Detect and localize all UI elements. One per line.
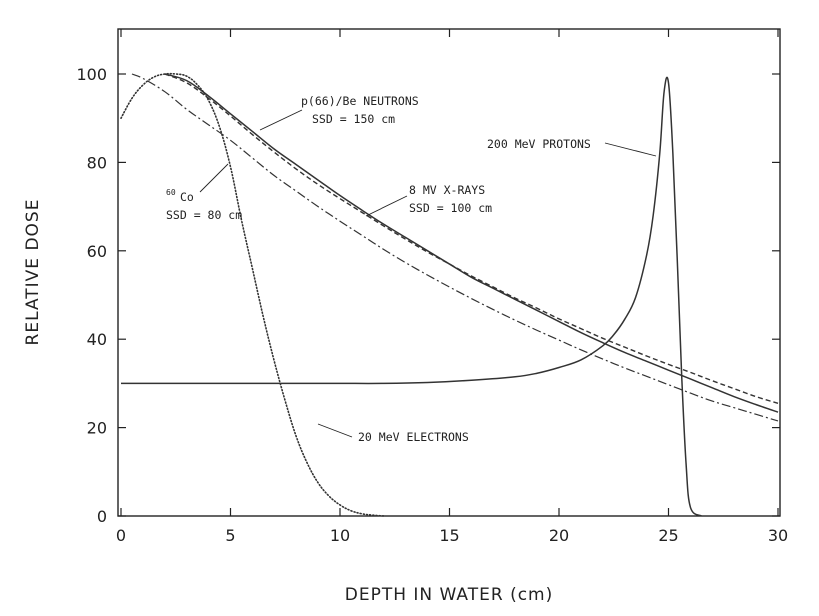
cobalt-leader-line bbox=[199, 163, 229, 193]
protons-label: 200 MeV PROTONS bbox=[487, 137, 591, 151]
axis-ticks bbox=[118, 29, 780, 517]
series-protons bbox=[121, 76, 702, 517]
neutrons-label: p(66)/Be NEUTRONS bbox=[301, 94, 419, 108]
annotation-electrons: 20 MeV ELECTRONS bbox=[317, 423, 469, 444]
protons-leader-line bbox=[604, 142, 657, 157]
neutrons-leader-line bbox=[259, 109, 303, 131]
x-tick-label: 20 bbox=[549, 526, 569, 545]
x-tick-label: 0 bbox=[116, 526, 126, 545]
y-tick-label: 20 bbox=[87, 419, 107, 438]
xray-leader-line bbox=[365, 195, 408, 217]
cobalt-ssd-label: SSD = 80 cm bbox=[166, 208, 242, 222]
electrons-leader-line bbox=[317, 423, 353, 438]
series-curves bbox=[120, 72, 779, 517]
series-cobalt bbox=[131, 73, 779, 422]
y-tick-label: 80 bbox=[87, 153, 107, 172]
series-neutrons bbox=[164, 73, 779, 413]
y-tick-label: 100 bbox=[76, 65, 107, 84]
cobalt-mass-number: 60 bbox=[166, 188, 176, 197]
x-tick-label: 30 bbox=[768, 526, 788, 545]
neutrons-ssd-label: SSD = 150 cm bbox=[312, 112, 395, 126]
x-axis-title: DEPTH IN WATER (cm) bbox=[345, 585, 554, 605]
annotation-protons: 200 MeV PROTONS bbox=[487, 137, 657, 157]
y-tick-label: 40 bbox=[87, 330, 107, 349]
x-tick-label: 10 bbox=[330, 526, 350, 545]
xray-ssd-label: SSD = 100 cm bbox=[409, 201, 492, 215]
annotation-xrays: 8 MV X-RAYS SSD = 100 cm bbox=[365, 183, 492, 217]
y-tick-label: 60 bbox=[87, 242, 107, 261]
x-tick-label: 15 bbox=[439, 526, 459, 545]
annotation-neutrons: p(66)/Be NEUTRONS SSD = 150 cm bbox=[259, 94, 419, 131]
annotation-cobalt: 60 Co SSD = 80 cm bbox=[166, 163, 242, 222]
y-axis-title: RELATIVE DOSE bbox=[23, 199, 43, 346]
y-tick-label: 0 bbox=[97, 507, 107, 526]
x-tick-label: 25 bbox=[658, 526, 678, 545]
cobalt-label: Co bbox=[180, 190, 194, 204]
tick-labels: 0 5 10 15 20 25 30 0 20 40 60 80 100 bbox=[76, 65, 788, 545]
xray-label: 8 MV X-RAYS bbox=[409, 183, 485, 197]
x-tick-label: 5 bbox=[225, 526, 235, 545]
series-xrays bbox=[164, 73, 779, 404]
electrons-label: 20 MeV ELECTRONS bbox=[358, 430, 469, 444]
series-electrons bbox=[120, 72, 385, 517]
